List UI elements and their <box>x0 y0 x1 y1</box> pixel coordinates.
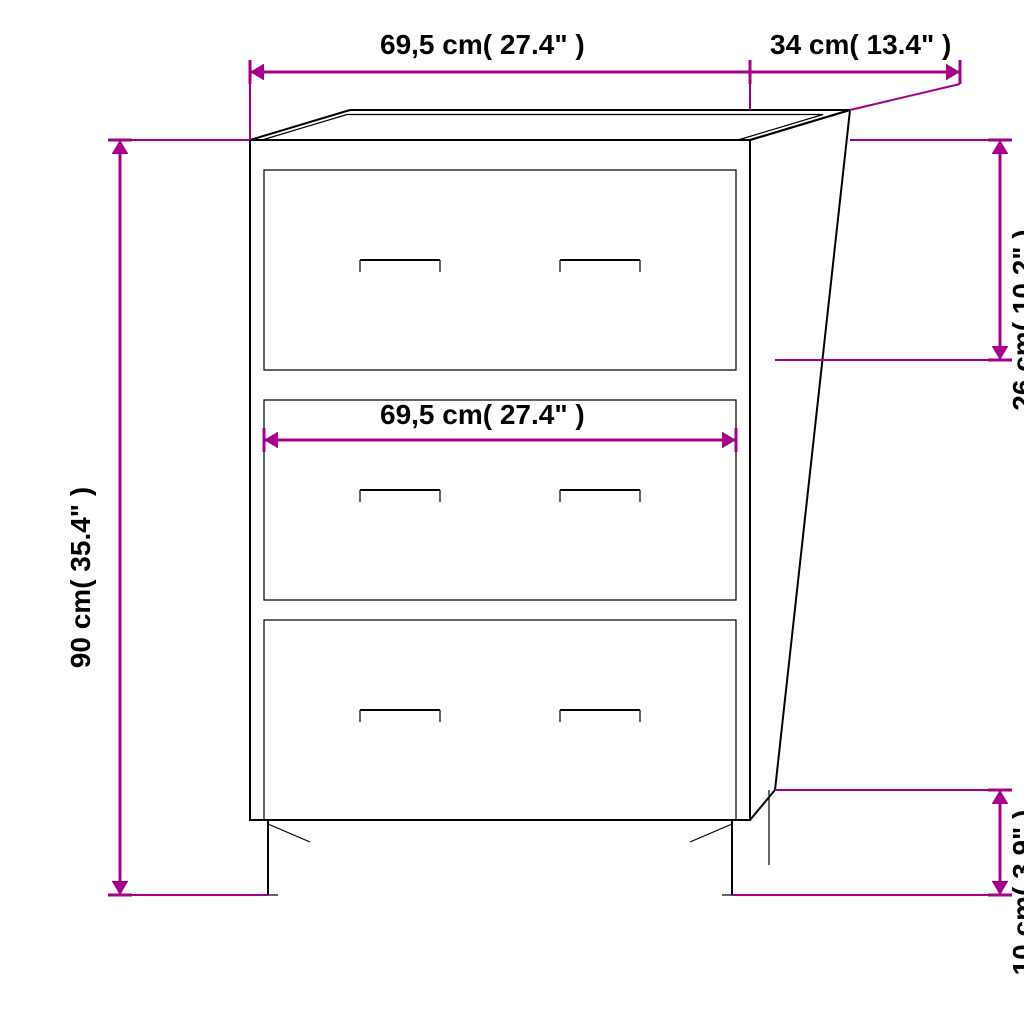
dim-top-depth-label: 34 cm( 13.4" ) <box>770 29 951 60</box>
dim-drawer-height-label: 26 cm( 10.2" ) <box>1007 229 1024 410</box>
dim-leg-height-label: 10 cm( 3.9" ) <box>1007 810 1024 976</box>
dim-top-width-label: 69,5 cm( 27.4" ) <box>380 29 585 60</box>
dim-inner-width-label: 69,5 cm( 27.4" ) <box>380 399 585 430</box>
dimension-diagram: 69,5 cm( 27.4" ) 34 cm( 13.4" ) 90 cm( 35.… <box>0 0 1024 1024</box>
dim-height-label: 90 cm( 35.4" ) <box>65 487 96 668</box>
